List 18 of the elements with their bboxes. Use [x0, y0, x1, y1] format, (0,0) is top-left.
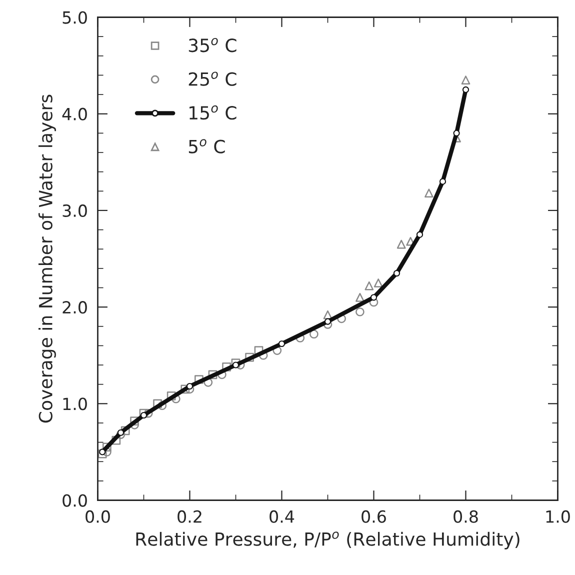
y-tick-label: 3.0 — [62, 204, 87, 218]
x-tick-label: 1.0 — [546, 510, 570, 523]
legend-label: 15$^{o}$ C — [190, 105, 236, 120]
y-tick-label: 1.0 — [63, 398, 87, 410]
x-tick-label: 0.2 — [178, 510, 202, 523]
legend-label: 35$^{o}$ C — [188, 38, 236, 52]
x-tick-label: 0.6 — [362, 510, 386, 523]
x-tick-label: 0.0 — [86, 510, 110, 523]
legend-label: 25$^{o}$ C — [188, 72, 236, 86]
x-axis-title: Relative Pressure, P/P$^{o}$ (Relative Humidity) — [136, 532, 520, 550]
y-tick-label: 0.0 — [62, 494, 87, 507]
y-tick-label: 2.0 — [62, 301, 87, 314]
y-axis-title: Coverage in Number of Water layers — [38, 94, 56, 423]
legend-label: 5$^{o}$ C — [188, 139, 225, 154]
x-tick-label: 0.4 — [270, 510, 294, 523]
x-tick-label: 0.8 — [454, 510, 478, 523]
y-tick-label: 5.0 — [62, 11, 87, 24]
y-tick-label: 4.0 — [62, 108, 87, 120]
